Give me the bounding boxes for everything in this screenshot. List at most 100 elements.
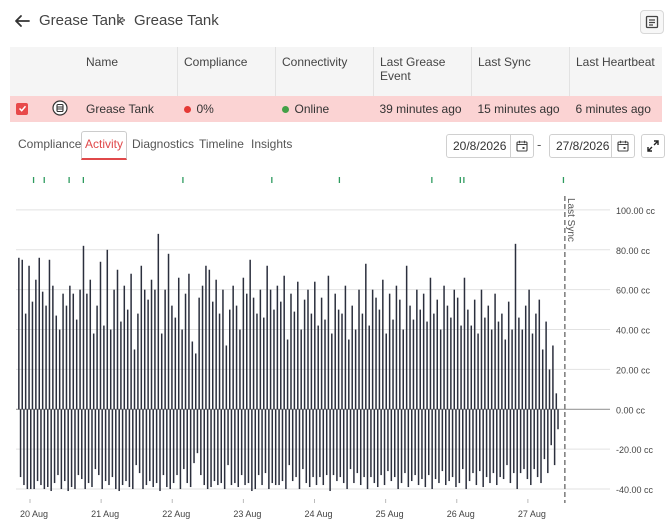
activity-bar bbox=[426, 321, 428, 410]
activity-bar bbox=[286, 339, 289, 410]
activity-bar bbox=[45, 305, 47, 410]
activity-bar bbox=[531, 333, 534, 410]
activity-bar bbox=[341, 313, 343, 410]
start-date-field[interactable]: 20/8/2026 bbox=[446, 134, 534, 158]
activity-bar bbox=[541, 349, 544, 410]
activity-bar bbox=[30, 409, 32, 490]
activity-bar bbox=[193, 409, 195, 464]
activity-bar bbox=[203, 409, 205, 486]
activity-bar bbox=[70, 409, 73, 488]
end-date-field[interactable]: 27/8/2026 bbox=[549, 134, 635, 158]
column-header-compliance[interactable]: Compliance bbox=[177, 47, 276, 96]
activity-bar bbox=[504, 339, 507, 410]
activity-bar bbox=[155, 409, 158, 484]
activity-bar bbox=[50, 409, 52, 492]
activity-bar bbox=[38, 257, 41, 410]
column-header-last-grease-event[interactable]: Last Grease Event bbox=[373, 47, 472, 96]
activity-bar bbox=[33, 409, 35, 490]
activity-bar bbox=[327, 275, 330, 410]
activity-bar bbox=[244, 409, 246, 486]
activity-bar bbox=[291, 409, 294, 482]
activity-bar bbox=[81, 409, 83, 480]
activity-bar bbox=[283, 275, 285, 410]
activity-bar bbox=[378, 309, 381, 410]
activity-bar bbox=[361, 313, 364, 410]
activity-bar bbox=[550, 409, 552, 446]
activity-bar bbox=[553, 409, 556, 466]
activity-bar bbox=[380, 409, 382, 476]
table-row[interactable]: Grease Tank 0% Online 39 minutes ago 15 … bbox=[10, 96, 662, 122]
activity-bar bbox=[89, 279, 92, 410]
activity-bar bbox=[227, 409, 229, 466]
column-header-name[interactable]: Name bbox=[80, 47, 178, 96]
row-checkbox[interactable] bbox=[16, 102, 28, 115]
x-tick-label: 25 Aug bbox=[376, 509, 404, 519]
activity-bar bbox=[60, 409, 63, 490]
tab-timeline[interactable]: Timeline bbox=[199, 137, 244, 151]
x-tick-label: 27 Aug bbox=[518, 509, 546, 519]
calendar-icon[interactable] bbox=[510, 135, 533, 157]
activity-bar bbox=[280, 301, 282, 410]
activity-bar bbox=[261, 409, 263, 486]
activity-bar bbox=[470, 325, 473, 410]
activity-bar bbox=[400, 409, 403, 484]
row-checkbox-cell bbox=[10, 96, 46, 122]
compliance-status-dot bbox=[183, 106, 191, 114]
activity-bar bbox=[431, 409, 433, 490]
activity-bar bbox=[147, 299, 149, 410]
calendar-icon[interactable] bbox=[611, 135, 634, 157]
breadcrumb-parent[interactable]: Grease Tank bbox=[39, 12, 124, 29]
y-tick-label: 100.00 cc bbox=[616, 206, 656, 216]
activity-bar bbox=[337, 309, 340, 410]
activity-bar bbox=[281, 409, 284, 482]
activity-bar bbox=[526, 409, 529, 480]
activity-bar bbox=[222, 289, 224, 410]
activity-bar bbox=[126, 309, 129, 410]
back-arrow-icon[interactable] bbox=[12, 11, 32, 31]
activity-bar bbox=[259, 289, 262, 410]
activity-bar bbox=[446, 305, 449, 410]
tab-activity[interactable]: Activity bbox=[81, 131, 128, 160]
activity-bar bbox=[543, 409, 546, 460]
activity-bar bbox=[295, 409, 297, 478]
activity-bar bbox=[334, 293, 336, 410]
activity-bar bbox=[547, 409, 549, 474]
activity-bar bbox=[451, 409, 454, 478]
activity-bar bbox=[99, 261, 102, 410]
device-icon-cell bbox=[46, 96, 80, 122]
activity-bar bbox=[480, 289, 483, 410]
activity-bar bbox=[530, 409, 532, 486]
fullscreen-button[interactable] bbox=[641, 134, 665, 158]
activity-bar bbox=[36, 409, 39, 482]
activity-bar bbox=[116, 269, 119, 410]
activity-bar bbox=[53, 409, 56, 484]
column-header-connectivity[interactable]: Connectivity bbox=[275, 47, 374, 96]
report-button[interactable] bbox=[640, 10, 664, 34]
activity-bar bbox=[64, 409, 66, 482]
activity-bar bbox=[314, 281, 316, 410]
activity-bar bbox=[482, 409, 484, 488]
column-header-last-heartbeat[interactable]: Last Heartbeat bbox=[569, 47, 662, 96]
tab-insights[interactable]: Insights bbox=[251, 137, 293, 151]
activity-bar bbox=[43, 409, 46, 490]
activity-bar bbox=[69, 285, 71, 410]
activity-bar bbox=[305, 409, 308, 484]
activity-bar bbox=[58, 329, 61, 410]
activity-bar bbox=[501, 313, 503, 410]
activity-bar bbox=[494, 293, 496, 410]
activity-bar bbox=[211, 301, 214, 410]
activity-bar bbox=[157, 233, 160, 410]
activity-bar bbox=[268, 409, 270, 490]
activity-bar bbox=[75, 319, 78, 410]
activity-bar bbox=[201, 285, 204, 410]
column-header-last-sync[interactable]: Last Sync bbox=[471, 47, 570, 96]
tab-compliance[interactable]: Compliance bbox=[18, 137, 82, 151]
activity-bar bbox=[320, 297, 323, 410]
activity-bar bbox=[41, 291, 44, 410]
page-title: Grease Tank bbox=[134, 12, 219, 29]
activity-bar bbox=[416, 289, 418, 410]
activity-bar bbox=[194, 353, 197, 410]
activity-bar bbox=[402, 329, 404, 410]
tab-diagnostics[interactable]: Diagnostics bbox=[132, 137, 195, 151]
activity-bar bbox=[436, 299, 439, 410]
